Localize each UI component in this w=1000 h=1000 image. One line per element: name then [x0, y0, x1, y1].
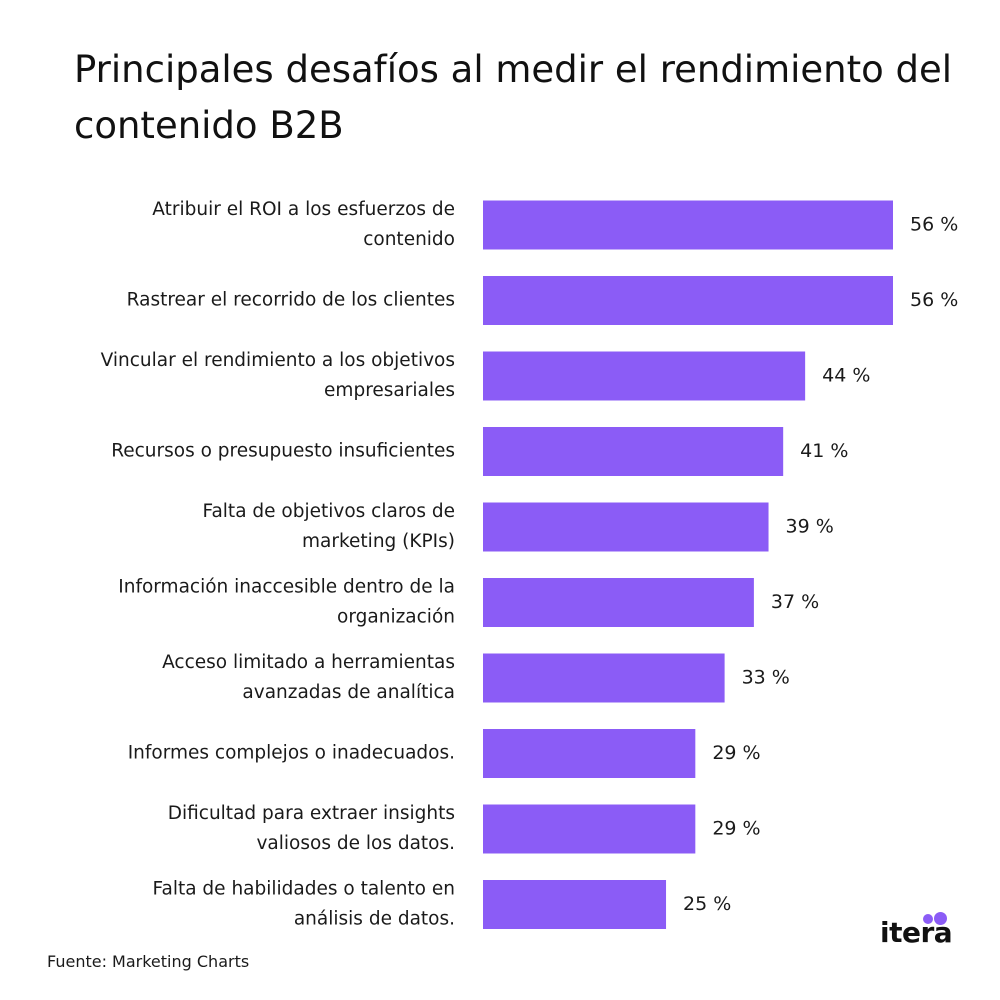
value-label: 25 %	[683, 893, 731, 915]
category-label: análisis de datos.	[294, 909, 455, 930]
value-label: 29 %	[712, 742, 760, 764]
bar	[483, 578, 754, 627]
bar-chart: Atribuir el ROI a los esfuerzos de conten…	[101, 199, 959, 930]
logo-dot-icon	[934, 912, 947, 925]
bar	[483, 729, 696, 778]
category-label: empresariales	[324, 380, 455, 401]
category-label: marketing (KPIs)	[302, 531, 455, 552]
category-label: Falta de objetivos claros de	[203, 501, 455, 522]
category-label: Información inaccesible dentro de la	[118, 577, 455, 598]
value-label: 33 %	[742, 667, 790, 689]
bar	[483, 276, 893, 325]
bar	[483, 880, 667, 929]
category-label: contenido	[363, 229, 455, 250]
bar	[483, 804, 696, 854]
category-label: Recursos o presupuesto insuficientes	[111, 441, 455, 462]
category-label: Acceso limitado a herramientas	[162, 652, 455, 673]
bar	[483, 200, 893, 250]
category-label: Vincular el rendimiento a los objetivos	[101, 350, 455, 371]
brand-logo: itera	[880, 910, 953, 956]
value-label: 44 %	[822, 365, 870, 387]
logo-dot-icon	[923, 914, 933, 924]
category-label: Falta de habilidades o talento en	[153, 879, 455, 900]
bar	[483, 351, 806, 401]
category-label: Informes complejos o inadecuados.	[128, 743, 455, 764]
value-label: 39 %	[786, 516, 834, 538]
category-label: avanzadas de analítica	[242, 682, 455, 703]
bar	[483, 427, 784, 476]
value-label: 29 %	[712, 818, 760, 840]
category-label: Rastrear el recorrido de los clientes	[127, 290, 455, 311]
value-label: 41 %	[800, 440, 848, 462]
value-label: 56 %	[910, 214, 958, 236]
bar	[483, 653, 725, 703]
category-label: valiosos de los datos.	[256, 833, 455, 854]
bar	[483, 502, 769, 552]
category-label: Atribuir el ROI a los esfuerzos de	[152, 199, 455, 220]
value-label: 56 %	[910, 289, 958, 311]
source-note: Fuente: Marketing Charts	[47, 952, 250, 971]
value-label: 37 %	[771, 591, 819, 613]
chart-title: Principales desafíos al medir el rendimi…	[74, 48, 953, 147]
category-label: organización	[337, 607, 455, 628]
category-label: Dificultad para extraer insights	[168, 803, 455, 824]
